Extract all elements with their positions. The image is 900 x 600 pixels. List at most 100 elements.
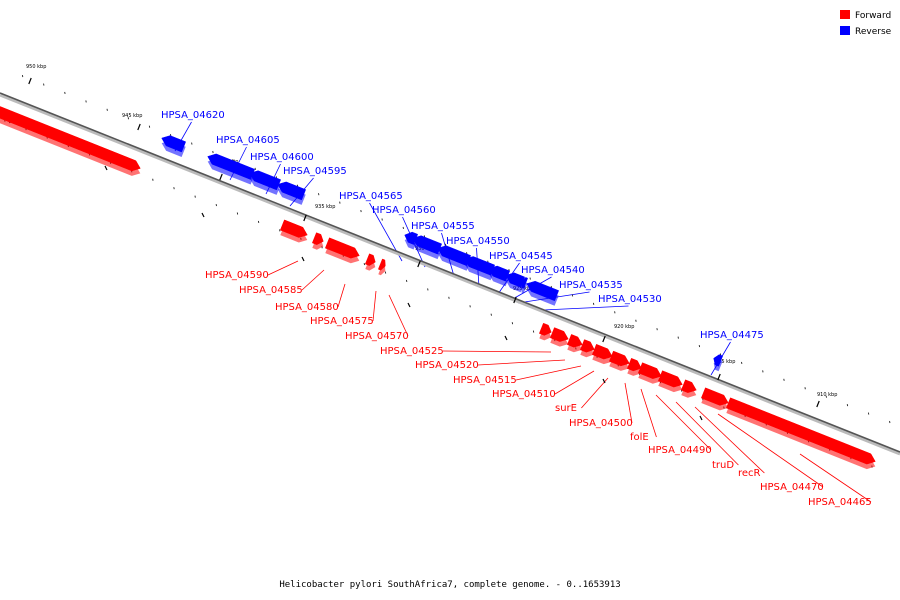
gene-arrow-recr xyxy=(680,379,697,393)
backbone-line xyxy=(0,92,900,453)
gene-label-recr: recR xyxy=(738,468,761,479)
gene-label-hpsa_04525: HPSA_04525 xyxy=(380,346,444,357)
gene-label-hpsa_04550: HPSA_04550 xyxy=(446,236,510,247)
gene-label-trud: truD xyxy=(712,460,734,471)
major-tick xyxy=(219,173,223,181)
tick-label: 950 kbp xyxy=(26,64,46,70)
leader-line xyxy=(515,365,582,381)
gene-label-hpsa_04530: HPSA_04530 xyxy=(598,294,662,305)
gene-arrow-hpsa_04570 xyxy=(377,258,386,271)
gene-arrow-hpsa_04535-shadow xyxy=(521,282,528,294)
minor-tick xyxy=(407,302,411,308)
legend: Forward Reverse xyxy=(840,10,892,37)
gene-arrow-hpsa_04465 xyxy=(725,397,876,465)
gene-label-hpsa_04475: HPSA_04475 xyxy=(700,330,764,341)
gene-label-hpsa_04540: HPSA_04540 xyxy=(521,265,585,276)
gene-label-hpsa_04585: HPSA_04585 xyxy=(239,285,303,296)
tick-label: 915 kbp xyxy=(715,359,735,365)
gene-arrow-hpsa_04590 xyxy=(279,219,308,238)
gene-label-hpsa_04580: HPSA_04580 xyxy=(275,302,339,313)
gene-arrow-hpsa_04535 xyxy=(521,277,529,289)
leader-line xyxy=(717,413,824,488)
gene-label-hpsa_04590: HPSA_04590 xyxy=(205,270,269,281)
gene-arrow-hpsa_04470 xyxy=(700,387,729,406)
gene-label-hpsa_04600: HPSA_04600 xyxy=(250,152,314,163)
minor-tick xyxy=(201,212,205,218)
major-tick xyxy=(717,373,721,381)
gene-label-fole: folE xyxy=(630,432,649,443)
leader-line xyxy=(477,359,566,366)
gene-arrows xyxy=(0,106,876,470)
major-tick xyxy=(137,123,141,131)
gene-arrow-hpsa_04490 xyxy=(637,362,662,379)
gene-arrow-hpsa_04620 xyxy=(161,135,187,153)
major-tick xyxy=(303,214,307,222)
leader-line xyxy=(624,382,633,424)
minor-tick xyxy=(104,165,108,171)
legend-reverse-swatch xyxy=(840,26,850,35)
legend-forward-swatch xyxy=(840,10,850,19)
minor-tick xyxy=(602,378,606,384)
major-tick xyxy=(417,260,421,268)
legend-reverse-label: Reverse xyxy=(855,27,892,37)
backbone-line-shadow xyxy=(0,93,900,456)
leader-line xyxy=(640,388,657,438)
gene-arrow-hpsa_04595 xyxy=(277,181,307,201)
gene-labels: HPSA_04620 HPSA_04605 HPSA_04600 HPSA_04595… xyxy=(161,110,872,508)
legend-forward-label: Forward xyxy=(855,11,891,21)
gene-label-hpsa_04560: HPSA_04560 xyxy=(372,205,436,216)
tick-label: 910 kbp xyxy=(817,392,837,398)
gene-arrow-sure xyxy=(591,343,613,360)
gene-label-hpsa_04570: HPSA_04570 xyxy=(345,331,409,342)
gene-label-hpsa_04465: HPSA_04465 xyxy=(808,497,872,508)
gene-arrow-hpsa_04525 xyxy=(538,322,552,336)
genome-backbone xyxy=(0,92,900,456)
gene-label-hpsa_04575: HPSA_04575 xyxy=(310,316,374,327)
gene-label-hpsa_04470: HPSA_04470 xyxy=(760,482,824,493)
gene-label-hpsa_04515: HPSA_04515 xyxy=(453,375,517,386)
gene-arrow-hpsa_04530 xyxy=(526,280,560,302)
leader-line xyxy=(301,269,325,291)
major-tick xyxy=(513,296,517,304)
gene-arrow-hpsa_04515 xyxy=(566,334,583,348)
gene-label-hpsa_04605: HPSA_04605 xyxy=(216,135,280,146)
gene-label-hpsa_04595: HPSA_04595 xyxy=(283,166,347,177)
leader-line xyxy=(372,290,377,322)
minor-tick xyxy=(301,256,305,262)
gene-label-hpsa_04520: HPSA_04520 xyxy=(415,360,479,371)
gene-arrow-trud xyxy=(657,370,683,388)
gene-label-hpsa_04555: HPSA_04555 xyxy=(411,221,475,232)
leader-line xyxy=(554,370,595,395)
gene-label-hpsa_04545: HPSA_04545 xyxy=(489,251,553,262)
leader-line xyxy=(694,406,765,474)
minor-tick xyxy=(504,335,508,341)
gene-label-sure: surE xyxy=(555,403,577,414)
major-tick xyxy=(816,400,820,408)
tick-label: 935 kbp xyxy=(315,204,335,210)
gene-label-hpsa_04500: HPSA_04500 xyxy=(569,418,633,429)
leader-line xyxy=(542,305,629,311)
gene-label-hpsa_04510: HPSA_04510 xyxy=(492,389,556,400)
leader-line xyxy=(675,401,739,466)
leader-line xyxy=(581,377,609,409)
leader-line xyxy=(267,260,299,276)
map-caption: Helicobacter pylori SouthAfrica7, comple… xyxy=(279,580,620,590)
tick-label: 945 kbp xyxy=(122,113,142,119)
gene-arrow-hpsa_04580 xyxy=(324,237,360,259)
gene-arrow-hpsa_04520 xyxy=(549,327,569,342)
leader-line xyxy=(442,350,552,353)
minor-tick xyxy=(699,415,703,421)
leader-line xyxy=(388,294,409,337)
gene-arrow-hpsa_04585 xyxy=(311,232,324,245)
gene-label-hpsa_04535: HPSA_04535 xyxy=(559,280,623,291)
leader-line xyxy=(799,453,872,503)
gene-arrow-hpsa_04575 xyxy=(364,253,376,266)
gene-label-hpsa_04620: HPSA_04620 xyxy=(161,110,225,121)
gene-arrow-hpsa_04510 xyxy=(579,339,595,353)
gene-arrow-hpsa_04500 xyxy=(608,350,630,367)
leader-line xyxy=(655,394,712,451)
leader-line xyxy=(337,283,346,308)
tick-label: 920 kbp xyxy=(614,324,634,330)
gene-arrow-offscreen-left xyxy=(0,106,141,172)
